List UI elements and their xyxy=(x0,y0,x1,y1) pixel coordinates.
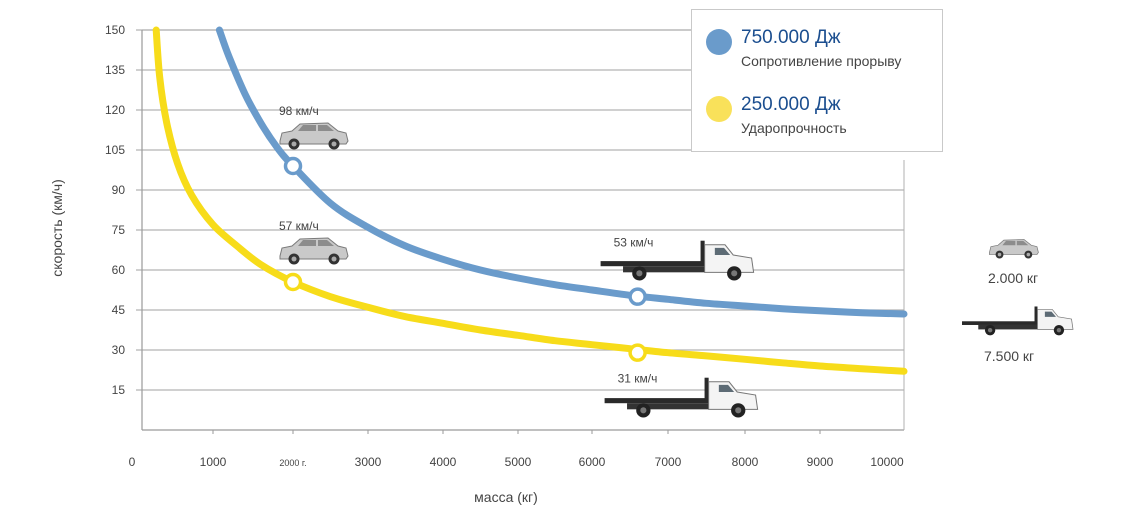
x-tick-label: 7000 xyxy=(655,455,682,469)
truck-icon xyxy=(604,377,759,418)
truck-mass-label: 7.500 кг xyxy=(984,348,1035,364)
legend-value: 750.000 Дж xyxy=(741,27,841,48)
suv-icon xyxy=(279,237,349,265)
y-tick-label: 120 xyxy=(105,103,125,117)
x-axis-title: масса (кг) xyxy=(474,489,538,505)
speed-annotation: 31 км/ч xyxy=(618,372,658,386)
data-point-marker xyxy=(283,156,303,176)
suv-icon xyxy=(279,122,349,150)
x-tick-labels: 0 1000 2000 г. 3000 4000 5000 6000 7000 8000 9000… xyxy=(129,430,904,469)
x-tick-label: 10000 xyxy=(870,455,904,469)
legend-dot-yellow-icon xyxy=(706,96,732,122)
y-tick-label: 30 xyxy=(112,343,126,357)
legend-value: 250.000 Дж xyxy=(741,94,841,115)
data-point-marker xyxy=(628,287,647,306)
y-tick-label: 150 xyxy=(105,23,125,37)
x-tick-label: 9000 xyxy=(807,455,834,469)
y-tick-label: 135 xyxy=(105,63,125,77)
x-tick-label: 6000 xyxy=(579,455,606,469)
data-markers: 98 км/ч 57 км/ч 53 км/ч 31 км/ч xyxy=(279,104,759,418)
vehicle-legend xyxy=(962,239,1074,336)
x-tick-label: 1000 xyxy=(200,455,227,469)
x-tick-label: 2000 г. xyxy=(279,458,306,468)
axes xyxy=(141,30,905,431)
y-tick-label: 60 xyxy=(112,263,126,277)
series-line-yellow xyxy=(152,26,908,375)
x-tick-label: 0 xyxy=(129,455,136,469)
speed-annotation: 57 км/ч xyxy=(279,219,319,233)
data-point-marker xyxy=(628,343,647,362)
x-tick-label: 5000 xyxy=(505,455,532,469)
y-axis-title: скорость (км/ч) xyxy=(49,179,65,277)
speed-annotation: 98 км/ч xyxy=(279,104,319,118)
x-tick-label: 4000 xyxy=(430,455,457,469)
y-tick-label: 105 xyxy=(105,143,125,157)
x-tick-label: 3000 xyxy=(355,455,382,469)
truck-icon xyxy=(600,240,755,281)
legend-description: Сопротивление прорыву xyxy=(741,53,902,69)
truck-icon xyxy=(962,306,1074,336)
y-tick-labels: 15 30 45 60 75 90 105 120 135 150 xyxy=(105,23,125,397)
y-tick-label: 90 xyxy=(112,183,126,197)
series-lines xyxy=(152,26,908,375)
legend-dot-blue-icon xyxy=(706,29,732,55)
data-point-marker xyxy=(283,272,303,292)
y-tick-label: 45 xyxy=(112,303,126,317)
x-tick-label: 8000 xyxy=(732,455,759,469)
y-tick-label: 75 xyxy=(112,223,126,237)
y-tick-label: 15 xyxy=(112,383,126,397)
legend: 750.000 Дж Сопротивление прорыву 250.000… xyxy=(691,9,943,152)
suv-icon xyxy=(989,239,1039,259)
series-line-blue xyxy=(215,26,908,318)
legend-description: Ударопрочность xyxy=(741,120,847,136)
suv-mass-label: 2.000 кг xyxy=(988,270,1039,286)
speed-annotation: 53 км/ч xyxy=(614,236,654,250)
